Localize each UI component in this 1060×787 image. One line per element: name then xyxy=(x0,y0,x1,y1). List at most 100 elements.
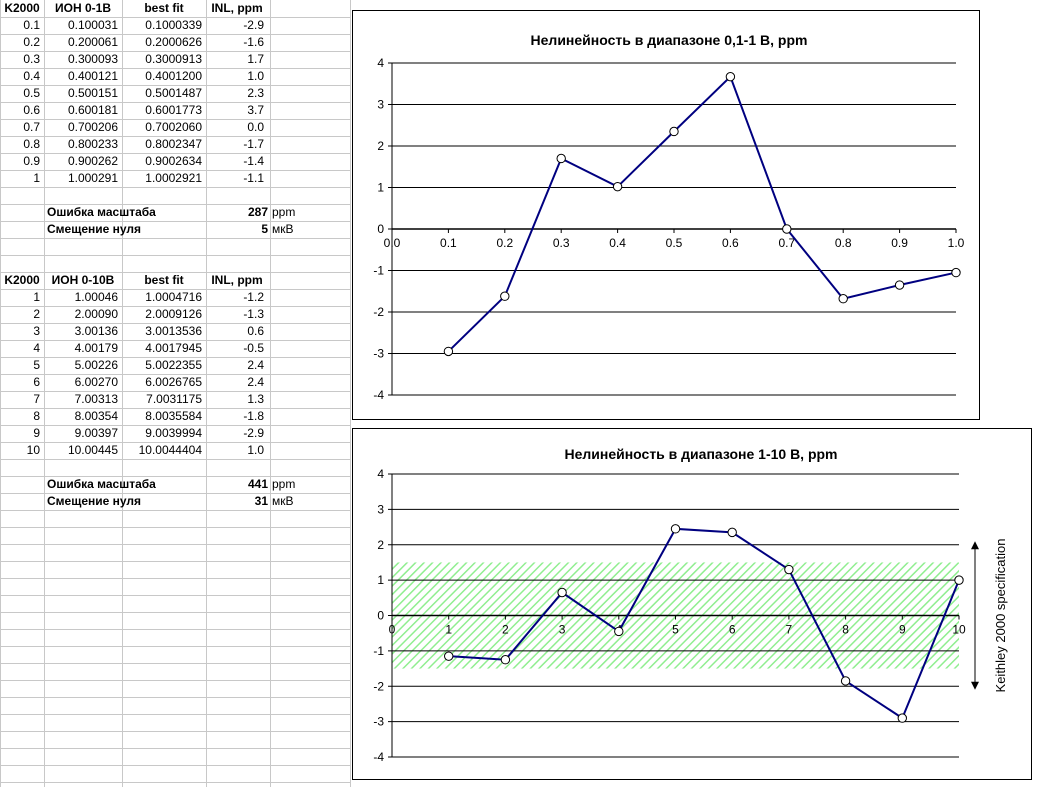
zero-offset-label[interactable]: Смещение нуля xyxy=(47,222,142,236)
table-cell[interactable]: 4 xyxy=(33,341,40,355)
table-cell[interactable]: 0.3 xyxy=(23,52,40,66)
table-cell[interactable]: -1.8 xyxy=(243,409,264,423)
zero-offset-value[interactable]: 5 xyxy=(261,222,268,236)
table-cell[interactable]: 9.00397 xyxy=(74,426,118,440)
scale-error-value[interactable]: 287 xyxy=(247,205,268,219)
table-cell[interactable]: 1 xyxy=(33,171,40,185)
table-cell[interactable]: 2.4 xyxy=(247,375,264,389)
scale-error-label[interactable]: Ошибка масштаба xyxy=(47,477,156,491)
table-cell[interactable]: 0.5 xyxy=(23,86,40,100)
table-cell[interactable]: 6.0026765 xyxy=(145,375,202,389)
table-cell[interactable]: 7 xyxy=(33,392,40,406)
table-cell[interactable]: 0.200061 xyxy=(67,35,118,49)
table-cell[interactable]: 2.0009126 xyxy=(145,307,202,321)
table-cell[interactable]: -1.1 xyxy=(243,171,264,185)
table-cell[interactable]: 0.6 xyxy=(247,324,264,338)
table-header-cell[interactable]: K2000 xyxy=(4,273,40,287)
table-cell[interactable]: -2.9 xyxy=(243,426,264,440)
table-cell[interactable]: 6.00270 xyxy=(74,375,118,389)
table-cell[interactable]: -2.9 xyxy=(243,18,264,32)
table-cell[interactable]: 8 xyxy=(33,409,40,423)
zero-offset-unit[interactable]: мкВ xyxy=(272,494,294,508)
table-cell[interactable]: 0.2000626 xyxy=(145,35,202,49)
zero-offset-unit[interactable]: мкВ xyxy=(272,222,294,236)
scale-error-value[interactable]: 441 xyxy=(247,477,268,491)
table-cell[interactable]: 0.4 xyxy=(23,69,40,83)
table-cell[interactable]: -1.4 xyxy=(243,154,264,168)
table-cell[interactable]: 0.400121 xyxy=(67,69,118,83)
table-cell[interactable]: 10.0044404 xyxy=(138,443,202,457)
table-header-cell[interactable]: INL, ppm xyxy=(211,273,263,287)
zero-offset-label[interactable]: Смещение нуля xyxy=(47,494,142,508)
table-cell[interactable]: 5.00226 xyxy=(74,358,118,372)
table-cell[interactable]: 8.00354 xyxy=(74,409,118,423)
table-cell[interactable]: 0.100031 xyxy=(67,18,118,32)
scale-error-label[interactable]: Ошибка масштаба xyxy=(47,205,156,219)
table-cell[interactable]: 0.7 xyxy=(23,120,40,134)
table-header-cell[interactable]: ИОН 0-10В xyxy=(51,273,115,287)
table-cell[interactable]: 10.00445 xyxy=(67,443,118,457)
table-cell[interactable]: 5 xyxy=(33,358,40,372)
table-cell[interactable]: 0.0 xyxy=(247,120,264,134)
table-cell[interactable]: 7.00313 xyxy=(74,392,118,406)
table-cell[interactable]: 7.0031175 xyxy=(146,392,202,406)
table-cell[interactable]: 0.500151 xyxy=(67,86,118,100)
table-cell[interactable]: 1.00046 xyxy=(74,290,118,304)
scale-error-unit[interactable]: ppm xyxy=(272,477,296,491)
table-cell[interactable]: 4.00179 xyxy=(74,341,118,355)
chart-inl-1-10v[interactable]: Нелинейность в диапазоне 1-10 В, ppm 4 3 2 1… xyxy=(352,428,1032,780)
table-cell[interactable]: 0.2 xyxy=(23,35,40,49)
table-cell[interactable]: 9.0039994 xyxy=(145,426,202,440)
table-cell[interactable]: -1.6 xyxy=(243,35,264,49)
table-cell[interactable]: 3.7 xyxy=(247,103,264,117)
table-cell[interactable]: 3 xyxy=(33,324,40,338)
table-cell[interactable]: 1.0 xyxy=(247,69,264,83)
table-header-cell[interactable]: best fit xyxy=(144,1,184,15)
table-cell[interactable]: -1.7 xyxy=(243,137,264,151)
table-cell[interactable]: 0.9 xyxy=(23,154,40,168)
table-cell[interactable]: 1.0 xyxy=(247,443,264,457)
table-cell[interactable]: 2.4 xyxy=(247,358,264,372)
table-cell[interactable]: 1.0002921 xyxy=(145,171,202,185)
table-cell[interactable]: 1 xyxy=(33,290,40,304)
table-cell[interactable]: 5.0022355 xyxy=(145,358,202,372)
table-cell[interactable]: 0.5001487 xyxy=(145,86,202,100)
table-cell[interactable]: 0.800233 xyxy=(67,137,118,151)
table-cell[interactable]: 1.0004716 xyxy=(145,290,202,304)
table-cell[interactable]: 8.0035584 xyxy=(145,409,202,423)
chart-inl-0-1v[interactable]: Нелинейность в диапазоне 0,1-1 В, ppm 4 3 2… xyxy=(352,10,980,420)
table-cell[interactable]: -1.2 xyxy=(243,290,264,304)
table-cell[interactable]: 0.8 xyxy=(23,137,40,151)
table-header-cell[interactable]: K2000 xyxy=(4,1,40,15)
scale-error-unit[interactable]: ppm xyxy=(272,205,296,219)
table-cell[interactable]: 9 xyxy=(33,426,40,440)
table-cell[interactable]: 0.700206 xyxy=(67,120,118,134)
table-cell[interactable]: 0.9002634 xyxy=(145,154,202,168)
table-cell[interactable]: 0.3000913 xyxy=(145,52,202,66)
table-header-cell[interactable]: INL, ppm xyxy=(211,1,263,15)
table-cell[interactable]: -0.5 xyxy=(243,341,264,355)
table-cell[interactable]: 0.4001200 xyxy=(145,69,202,83)
table-cell[interactable]: 0.6 xyxy=(23,103,40,117)
table-cell[interactable]: 3.0013536 xyxy=(145,324,202,338)
table-cell[interactable]: 6 xyxy=(33,375,40,389)
table-cell[interactable]: 1.3 xyxy=(247,392,264,406)
zero-offset-value[interactable]: 31 xyxy=(254,494,268,508)
table-cell[interactable]: 0.1000339 xyxy=(145,18,202,32)
table-cell[interactable]: -1.3 xyxy=(243,307,264,321)
table-cell[interactable]: 10 xyxy=(26,443,40,457)
table-cell[interactable]: 3.00136 xyxy=(74,324,118,338)
table-header-cell[interactable]: best fit xyxy=(144,273,184,287)
table-cell[interactable]: 2.00090 xyxy=(74,307,118,321)
table-cell[interactable]: 4.0017945 xyxy=(145,341,202,355)
table-cell[interactable]: 2.3 xyxy=(247,86,264,100)
table-cell[interactable]: 0.900262 xyxy=(67,154,118,168)
table-header-cell[interactable]: ИОН 0-1В xyxy=(55,1,111,15)
table-cell[interactable]: 2 xyxy=(33,307,40,321)
table-cell[interactable]: 0.300093 xyxy=(67,52,118,66)
table-cell[interactable]: 1.000291 xyxy=(67,171,118,185)
table-cell[interactable]: 0.6001773 xyxy=(145,103,202,117)
table-cell[interactable]: 0.1 xyxy=(23,18,40,32)
table-cell[interactable]: 0.600181 xyxy=(67,103,118,117)
